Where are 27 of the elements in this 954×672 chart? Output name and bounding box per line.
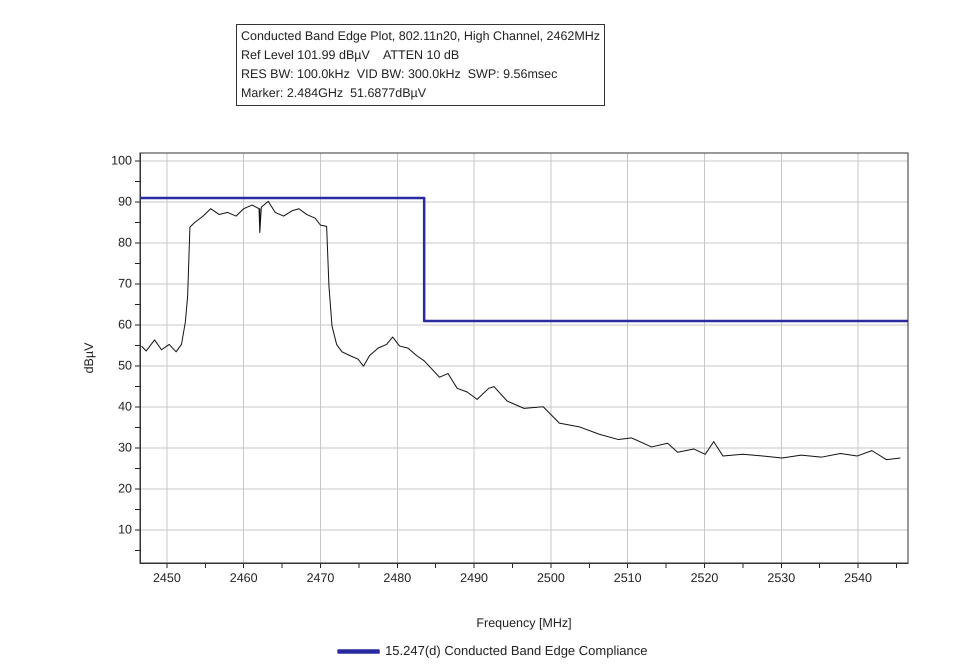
y-axis-title: dBµV xyxy=(82,342,96,374)
x-tick-label: 2490 xyxy=(460,570,488,585)
x-tick-label: 2480 xyxy=(383,570,412,585)
y-tick-label: 40 xyxy=(118,400,132,414)
y-tick-label: 10 xyxy=(118,522,132,537)
x-tick-label: 2530 xyxy=(767,570,796,585)
y-tick-label: 70 xyxy=(118,276,132,291)
x-tick-label: 2450 xyxy=(152,570,181,585)
chart-title: Conducted Band Edge Plot, 802.11n20, High Channel, 2462MHz xyxy=(241,28,600,45)
y-tick-label: 90 xyxy=(118,194,132,209)
y-tick-label: 30 xyxy=(118,440,132,455)
x-tick-label: 2510 xyxy=(614,570,642,585)
legend-label: 15.247(d) Conducted Band Edge Compliance xyxy=(385,643,648,658)
y-tick-label: 60 xyxy=(118,318,132,332)
y-tick-label: 80 xyxy=(118,236,132,250)
y-tick-label: 100 xyxy=(111,154,132,168)
x-tick-label: 2520 xyxy=(690,570,718,585)
y-tick-label: 50 xyxy=(118,358,132,373)
y-tick-label: 20 xyxy=(118,482,132,496)
x-tick-label: 2460 xyxy=(230,570,258,585)
x-tick-label: 2540 xyxy=(844,570,872,585)
text: Ref Level 101.99 dBµV ATTEN 10 dB xyxy=(241,47,460,64)
text: Marker: 2.484GHz 51.6877dBµV xyxy=(241,85,428,102)
x-tick-label: 2500 xyxy=(536,570,565,585)
x-axis-title: Frequency [MHz] xyxy=(476,616,572,630)
text: RES BW: 100.0kHz VID BW: 300.0kHz SWP: 9.56msec xyxy=(241,66,558,83)
x-tick-label: 2470 xyxy=(306,570,334,585)
